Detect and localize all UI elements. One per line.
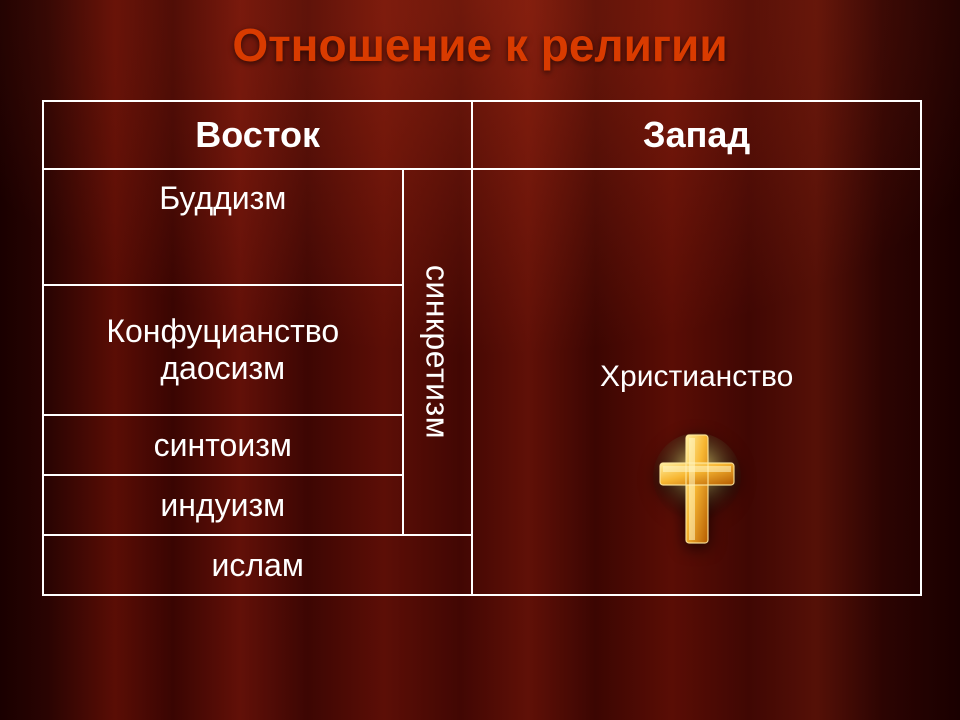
slide: Отношение к религии Восток Запад Буддизм… [0,0,960,720]
east-cell-3: индуизм [43,475,403,535]
cross-icon [473,429,920,554]
table-header-row: Восток Запад [43,101,921,169]
east-cell-4: ислам [43,535,472,595]
table-row: Буддизм синкретизм Христианство [43,169,921,285]
syncretism-cell: синкретизм [403,169,473,535]
east-cell-1-line: даосизм [50,350,396,387]
east-cell-2: синтоизм [43,415,403,475]
west-label: Христианство [473,360,920,394]
header-east: Восток [43,101,472,169]
east-cell-1-line: Конфуцианство [50,313,396,350]
east-cell-1: Конфуцианстводаосизм [43,285,403,415]
east-cell-0: Буддизм [43,169,403,285]
comparison-table: Восток Запад Буддизм синкретизм Христиан… [42,100,922,596]
header-west: Запад [472,101,921,169]
table: Восток Запад Буддизм синкретизм Христиан… [42,100,922,596]
west-cell: Христианство [472,169,921,595]
syncretism-label: синкретизм [419,265,456,439]
slide-title: Отношение к религии [0,0,960,72]
